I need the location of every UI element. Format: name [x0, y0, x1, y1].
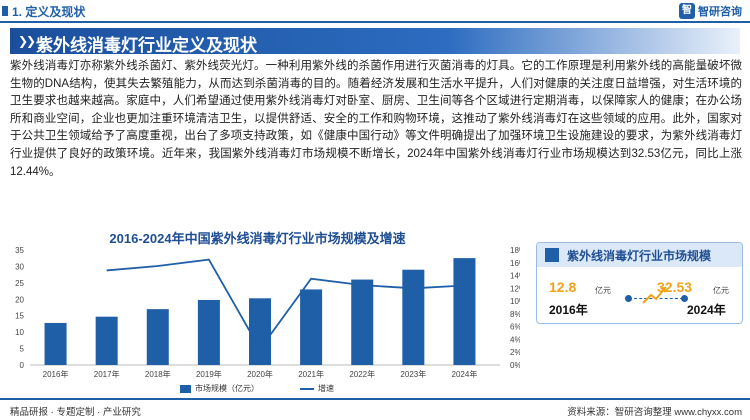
chart-bar — [300, 289, 323, 365]
left-axis-tick-label: 30 — [15, 262, 24, 271]
kpi-end-dot — [681, 295, 688, 302]
footer: 精品研报 · 专题定制 · 产业研究 资料来源：智研咨询整理 www.chyxx… — [0, 398, 750, 420]
legend-label-bars: 市场规模（亿元） — [195, 384, 259, 393]
legend-item-line: 增速 — [300, 383, 334, 394]
right-axis-tick-label: 6% — [510, 323, 520, 332]
x-axis-tick-label: 2021年 — [298, 369, 324, 379]
kpi-title: 紫外线消毒灯行业市场规模 — [567, 249, 712, 263]
footer-tagline: 精品研报 · 专题定制 · 产业研究 — [10, 407, 141, 418]
right-axis-tick-label: 8% — [510, 310, 520, 319]
x-axis-tick-label: 2018年 — [145, 369, 171, 379]
legend-swatch-bar — [180, 384, 191, 393]
kpi-card: 紫外线消毒灯行业市场规模 12.8 亿元 2016年 32.53 亿元 2024… — [536, 242, 743, 324]
left-axis-tick-label: 25 — [15, 279, 24, 288]
left-axis-tick-label: 35 — [15, 246, 24, 255]
brand-mark-icon: 智 — [679, 3, 695, 19]
brand-logo[interactable]: 智 智研咨询 — [679, 2, 742, 20]
x-axis-tick-label: 2022年 — [349, 369, 375, 379]
left-axis-tick-label: 10 — [15, 328, 24, 337]
right-axis-tick-label: 0% — [510, 361, 520, 370]
x-axis-tick-label: 2020年 — [247, 369, 273, 379]
chart-bar — [249, 298, 271, 365]
chart-title: 2016-2024年中国紫外线消毒灯行业市场规模及增速 — [109, 231, 406, 246]
growth-line — [106, 258, 465, 351]
kpi-start-dot — [625, 295, 632, 302]
top-bar: 1. 定义及现状 智 智研咨询 — [0, 0, 750, 22]
chevron-right-icon: ❯❯ — [18, 34, 36, 48]
market-size-chart: 0 5 10 15 20 25 30 35 0% 2% 4% 6% 8% 10% 12% 14% 16% 18% 2… — [15, 246, 520, 379]
chart-bar — [44, 322, 67, 365]
kpi-start-unit: 亿元 — [595, 286, 611, 295]
top-divider — [0, 21, 750, 23]
chart-bar — [197, 299, 220, 365]
left-axis-tick-label: 0 — [20, 361, 25, 370]
chart-bar — [146, 309, 169, 365]
legend-swatch-line — [300, 387, 314, 390]
legend-label-line: 增速 — [318, 384, 334, 393]
kpi-header: 紫外线消毒灯行业市场规模 — [537, 243, 742, 267]
footer-divider — [0, 398, 750, 400]
kpi-header-icon — [545, 248, 559, 262]
x-axis-tick-label: 2024年 — [452, 369, 478, 379]
growth-arrow-icon — [642, 286, 667, 304]
right-axis-tick-label: 14% — [510, 272, 520, 281]
footer-source: 资料来源：智研咨询整理 www.chyxx.com — [567, 407, 742, 418]
right-axis-tick-label: 18% — [510, 246, 520, 255]
kpi-end-unit: 亿元 — [713, 286, 729, 295]
chart-bar — [402, 269, 425, 365]
chart-bar — [95, 316, 118, 365]
left-axis-tick-label: 5 — [20, 345, 25, 354]
legend-item-bars: 市场规模（亿元） — [180, 383, 259, 394]
intro-paragraph: 紫外线消毒灯亦称紫外线杀菌灯、紫外线荧光灯。一种利用紫外线的杀菌作用进行灭菌消毒… — [10, 60, 742, 178]
left-axis-tick-label: 20 — [15, 295, 24, 304]
chart-bar — [453, 258, 476, 365]
right-axis-tick-label: 2% — [510, 348, 520, 357]
right-axis-tick-label: 16% — [510, 259, 520, 268]
kpi-end-value: 32.53 — [657, 279, 693, 295]
section-marker-icon — [2, 6, 8, 16]
kpi-start-year: 2016年 — [549, 303, 588, 317]
right-axis-tick-label: 4% — [510, 335, 520, 344]
chart-bar — [351, 279, 374, 365]
left-axis-tick-label: 15 — [15, 312, 24, 321]
x-axis-tick-label: 2019年 — [196, 369, 222, 379]
right-axis-tick-label: 12% — [510, 284, 520, 293]
page-title: 紫外线消毒灯行业定义及现状 — [36, 36, 257, 55]
brand-name: 智研咨询 — [698, 6, 742, 18]
x-axis-tick-label: 2016年 — [43, 369, 69, 379]
kpi-start-value: 12.8 — [549, 279, 577, 295]
x-axis-tick-label: 2017年 — [94, 369, 120, 379]
kpi-end-year: 2024年 — [687, 303, 726, 317]
section-heading: 1. 定义及现状 — [12, 5, 86, 19]
title-banner: ❯❯ 紫外线消毒灯行业定义及现状 — [10, 28, 740, 55]
x-axis-tick-label: 2023年 — [400, 369, 426, 379]
right-axis-tick-label: 10% — [510, 297, 520, 306]
